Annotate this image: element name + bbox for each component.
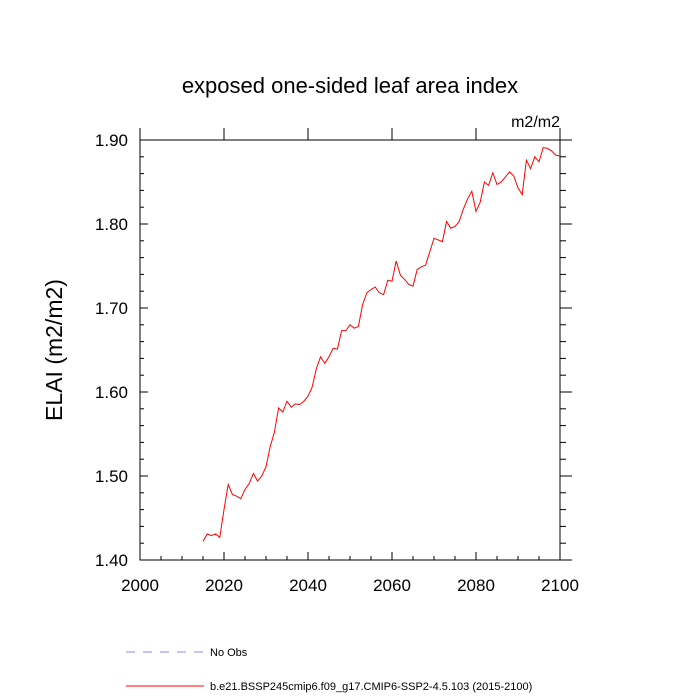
axis-tick-labels: 2000 2020 2040 2060 2080 2100 1.40 1.50 1.60 1.70… bbox=[95, 131, 579, 595]
x-tick-label: 2000 bbox=[121, 576, 159, 595]
x-tick-label: 2060 bbox=[373, 576, 411, 595]
axis-ticks bbox=[139, 128, 572, 561]
series-line-0 bbox=[202, 146, 561, 542]
x-tick-label: 2100 bbox=[541, 576, 579, 595]
legend-label-1: b.e21.BSSP245cmip6.f09_g17.CMIP6-SSP2-4.… bbox=[210, 681, 532, 693]
x-tick-label: 2080 bbox=[457, 576, 495, 595]
y-tick-label: 1.70 bbox=[95, 299, 128, 318]
plot-frame bbox=[139, 139, 561, 561]
y-tick-label: 1.40 bbox=[95, 551, 128, 570]
y-axis-label: ELAI (m2/m2) bbox=[41, 279, 67, 421]
units-label: m2/m2 bbox=[511, 114, 560, 131]
x-tick-label: 2040 bbox=[289, 576, 327, 595]
chart-title: exposed one-sided leaf area index bbox=[182, 73, 518, 98]
x-tick-label: 2020 bbox=[205, 576, 243, 595]
y-tick-label: 1.90 bbox=[95, 131, 128, 150]
legend: No Obs b.e21.BSSP245cmip6.f09_g17.CMIP6-S… bbox=[126, 647, 532, 693]
y-tick-label: 1.60 bbox=[95, 383, 128, 402]
y-tick-label: 1.50 bbox=[95, 467, 128, 486]
series-group bbox=[202, 146, 561, 542]
legend-label-0: No Obs bbox=[210, 647, 248, 659]
y-tick-label: 1.80 bbox=[95, 215, 128, 234]
